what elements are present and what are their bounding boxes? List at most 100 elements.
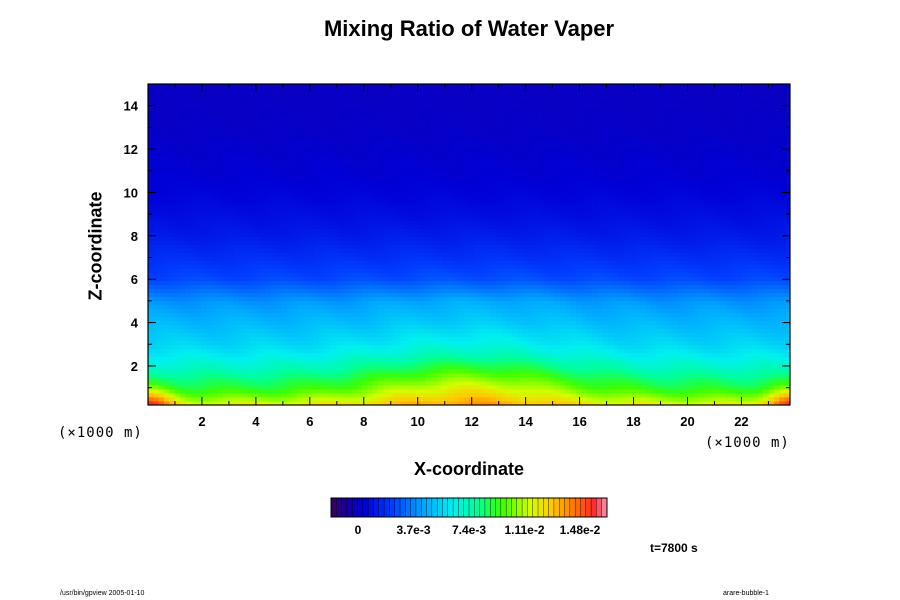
heatmap-cell bbox=[351, 352, 358, 358]
heatmap-cell bbox=[340, 292, 347, 298]
heatmap-cell bbox=[297, 280, 304, 286]
heatmap-cell bbox=[351, 232, 358, 237]
heatmap-cell bbox=[255, 148, 261, 153]
heatmap-cell bbox=[452, 220, 459, 225]
heatmap-cell bbox=[431, 364, 438, 370]
heatmap-cell bbox=[287, 360, 293, 366]
heatmap-cell bbox=[420, 208, 427, 213]
heatmap-cell bbox=[217, 264, 224, 269]
heatmap-cell bbox=[276, 156, 283, 161]
heatmap-cell bbox=[164, 336, 170, 342]
heatmap-cell bbox=[436, 256, 443, 261]
heatmap-cell bbox=[249, 176, 256, 181]
heatmap-cell bbox=[308, 132, 315, 137]
heatmap-cell bbox=[287, 372, 293, 378]
heatmap-cell bbox=[265, 132, 272, 137]
heatmap-cell bbox=[276, 100, 283, 105]
heatmap-cell bbox=[201, 204, 208, 209]
heatmap-cell bbox=[265, 364, 272, 370]
heatmap-cell bbox=[255, 376, 261, 382]
heatmap-cell bbox=[378, 268, 384, 273]
heatmap-cell bbox=[474, 212, 481, 217]
heatmap-cell bbox=[452, 120, 459, 125]
heatmap-cell bbox=[378, 140, 384, 145]
heatmap-cell bbox=[158, 216, 165, 221]
heatmap-cell bbox=[367, 316, 374, 322]
heatmap-cell bbox=[319, 88, 325, 93]
heatmap-cell bbox=[394, 172, 400, 177]
heatmap-cell bbox=[228, 124, 234, 129]
heatmap-cell bbox=[458, 180, 465, 185]
heatmap-cell bbox=[180, 376, 186, 382]
heatmap-cell bbox=[447, 276, 454, 282]
heatmap-cell bbox=[463, 296, 470, 302]
heatmap-cell bbox=[452, 324, 459, 330]
heatmap-cell bbox=[345, 112, 352, 117]
heatmap-cell bbox=[383, 384, 390, 390]
heatmap-cell bbox=[238, 192, 245, 197]
heatmap-cell bbox=[164, 384, 170, 390]
heatmap-cell bbox=[447, 296, 454, 302]
heatmap-cell bbox=[335, 228, 341, 233]
heatmap-cell bbox=[452, 240, 459, 245]
heatmap-cell bbox=[292, 108, 299, 113]
heatmap-cell bbox=[378, 396, 384, 402]
heatmap-cell bbox=[222, 312, 229, 318]
heatmap-cell bbox=[469, 124, 475, 129]
heatmap-cell bbox=[255, 184, 261, 189]
heatmap-cell bbox=[206, 388, 213, 394]
heatmap-cell bbox=[329, 136, 336, 141]
heatmap-cell bbox=[329, 344, 336, 350]
heatmap-cell bbox=[287, 176, 293, 181]
heatmap-cell bbox=[399, 156, 406, 161]
heatmap-cell bbox=[265, 144, 272, 149]
heatmap-cell bbox=[265, 392, 272, 398]
heatmap-cell bbox=[458, 232, 465, 237]
heatmap-cell bbox=[388, 280, 395, 286]
heatmap-cell bbox=[452, 228, 459, 233]
heatmap-cell bbox=[212, 108, 218, 113]
heatmap-cell bbox=[196, 136, 202, 141]
heatmap-cell bbox=[447, 400, 454, 406]
heatmap-cell bbox=[447, 160, 454, 165]
heatmap-cell bbox=[260, 248, 267, 253]
heatmap-cell bbox=[378, 172, 384, 177]
heatmap-cell bbox=[324, 388, 331, 394]
heatmap-cell bbox=[452, 340, 459, 346]
heatmap-cell bbox=[452, 180, 459, 185]
heatmap-cell bbox=[255, 136, 261, 141]
heatmap-cell bbox=[276, 380, 283, 386]
heatmap-cell bbox=[196, 308, 202, 314]
heatmap-cell bbox=[383, 184, 390, 189]
heatmap-cell bbox=[313, 84, 320, 89]
heatmap-cell bbox=[463, 100, 470, 105]
heatmap-cell bbox=[426, 400, 432, 406]
heatmap-cell bbox=[463, 352, 470, 358]
heatmap-cell bbox=[265, 124, 272, 129]
heatmap-cell bbox=[185, 132, 192, 137]
heatmap-cell bbox=[303, 156, 309, 161]
heatmap-cell bbox=[228, 192, 234, 197]
heatmap-cell bbox=[431, 168, 438, 173]
heatmap-cell bbox=[148, 400, 154, 406]
heatmap-cell bbox=[404, 160, 411, 165]
heatmap-cell bbox=[335, 288, 341, 294]
heatmap-cell bbox=[351, 240, 358, 245]
heatmap-cell bbox=[324, 200, 331, 205]
heatmap-cell bbox=[238, 352, 245, 358]
heatmap-cell bbox=[404, 96, 411, 101]
heatmap-cell bbox=[174, 272, 181, 277]
heatmap-cell bbox=[217, 380, 224, 386]
heatmap-cell bbox=[153, 240, 160, 245]
heatmap-cell bbox=[452, 168, 459, 173]
heatmap-cell bbox=[185, 200, 192, 205]
heatmap-cell bbox=[196, 244, 202, 249]
heatmap-cell bbox=[372, 300, 379, 306]
heatmap-cell bbox=[196, 360, 202, 366]
heatmap-cell bbox=[287, 248, 293, 253]
heatmap-cell bbox=[308, 264, 315, 269]
heatmap-cell bbox=[362, 88, 368, 93]
heatmap-cell bbox=[281, 116, 288, 121]
heatmap-cell bbox=[297, 268, 304, 273]
heatmap-cell bbox=[415, 248, 422, 253]
